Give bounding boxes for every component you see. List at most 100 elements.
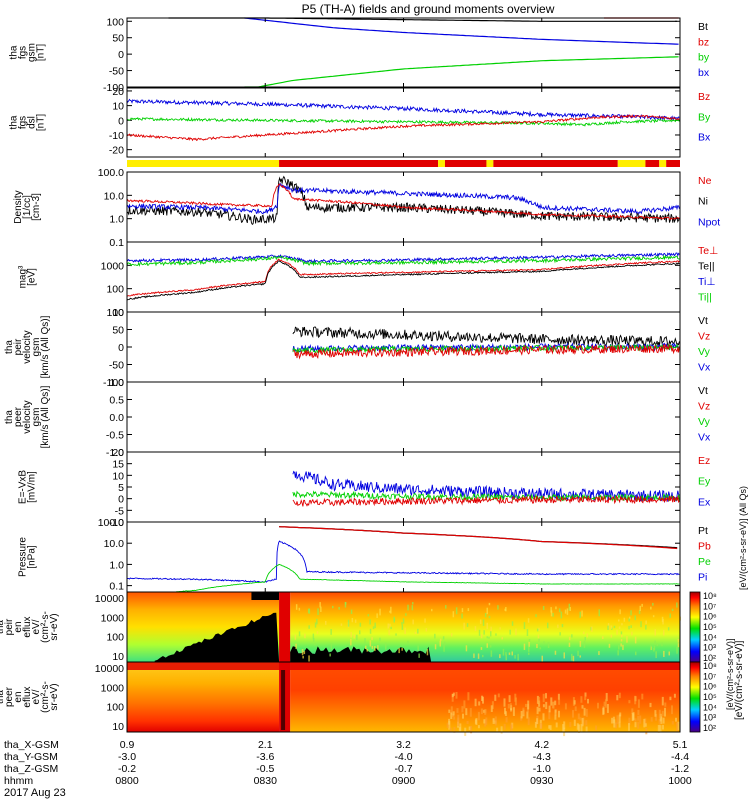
x-tick-label: 0800 (115, 775, 139, 787)
spectrogram-ion-pixel (550, 607, 552, 613)
spectrogram-electron-pixel (631, 713, 634, 721)
spectrogram-electron-pixel (465, 708, 468, 716)
spectrogram-electron-pixel (536, 695, 539, 704)
y-tick-label: 100.0 (98, 167, 124, 179)
spectrogram-electron-pixel (492, 718, 495, 724)
y-tick-label: 1000 (101, 612, 125, 624)
spectrogram-ion-pixel (568, 603, 571, 611)
spectrogram-electron-pixel (664, 707, 666, 717)
y-axis-label-line: sr-eV) (49, 683, 60, 710)
spectrogram-ion-pixel (377, 645, 379, 650)
spectrogram-electron-pixel (562, 724, 565, 733)
spectrogram-electron-pixel (497, 693, 500, 698)
spectrogram-ion-pixel (369, 628, 372, 634)
spectrogram-ion-pixel (631, 631, 633, 636)
spectrogram-ion-pixel (652, 615, 655, 618)
y-axis-label-line: tha (9, 115, 20, 129)
y-tick-label: 10000 (95, 663, 124, 675)
spectrogram-electron-pixel (671, 705, 673, 715)
spectrogram-ion-pixel (317, 608, 319, 616)
spectrogram-ion-pixel (424, 618, 426, 623)
y-tick-label: 50 (112, 33, 124, 45)
spectrogram-ion-pixel (579, 611, 581, 618)
spectrogram-ion-pixel (374, 646, 376, 652)
y-tick-label: 0 (118, 494, 124, 506)
y-axis-label-line: [km/s (All Qs)] (40, 315, 51, 378)
mode-bar-segment (486, 160, 494, 167)
spectrogram-ion-pixel (537, 634, 540, 639)
spectrogram-ion-pixel (332, 605, 334, 609)
spectrogram-electron-pixel (645, 727, 648, 735)
spectrogram-ion-pixel (434, 644, 437, 650)
spectrogram-ion-pixel (630, 625, 632, 628)
spectrogram-ion-bar (279, 592, 291, 662)
spectrogram-ion-pixel (669, 613, 671, 618)
spectrogram-ion-pixel (591, 626, 593, 632)
spectrogram-electron-pixel (505, 717, 508, 723)
y-tick-label: 10 (112, 307, 124, 319)
spectrogram-ion-pixel (465, 645, 468, 652)
spectrogram-ion-pixel (626, 636, 628, 643)
spectrogram-electron-pixel (494, 694, 497, 701)
legend-by: by (698, 52, 710, 64)
y-axis-label-line: en (13, 691, 24, 702)
spectrogram-ion-pixel (628, 625, 630, 630)
series-Bz (126, 114, 680, 142)
x-tick-label: -1.0 (533, 763, 551, 775)
y-tick-label: 100 (106, 16, 124, 28)
spectrogram-electron-pixel (483, 719, 486, 724)
spectrogram-electron-pixel (661, 710, 664, 717)
y-tick-label: 100 (106, 307, 124, 319)
spectrogram-electron-pixel (676, 722, 679, 732)
spectrogram-ion-pixel (374, 622, 376, 629)
spectrogram-ion-pixel (634, 636, 637, 644)
spectrogram-electron-pixel (619, 712, 622, 717)
panel-frame (126, 241, 681, 313)
spectrogram-ion-gap (251, 592, 280, 600)
spectrogram-ion-pixel (536, 643, 538, 649)
spectrogram-electron-pixel (662, 724, 664, 730)
spectrogram-ion-pixel (543, 641, 545, 644)
spectrogram-ion-pixel (571, 634, 573, 638)
spectrogram-ion-pixel (463, 622, 465, 630)
spectrogram-electron-pixel (581, 705, 584, 709)
y-axis-label-line: [nPa] (27, 545, 38, 569)
spectrogram-ion-pixel (541, 655, 543, 663)
spectrogram-electron-pixel (474, 698, 477, 707)
mode-bar-segment (617, 160, 646, 167)
spectrogram-ion-pixel (663, 630, 665, 636)
colorbar-label: [eV/(cm²-s-sr-eV)] (734, 640, 745, 720)
x-tick-label: -1.2 (671, 763, 689, 775)
spectrogram-ion-pixel (569, 607, 571, 612)
x-tick-label: 0.9 (120, 739, 135, 751)
spectrogram-electron-pixel (618, 721, 621, 728)
spectrogram-ion-pixel (316, 631, 319, 634)
spectrogram-electron-pixel (637, 721, 640, 729)
spectrogram-ion-pixel (577, 650, 579, 657)
spectrogram-ion-pixel (461, 613, 463, 619)
spectrogram-ion-pixel (557, 624, 559, 628)
spectrogram-electron-pixel (512, 707, 515, 716)
spectrogram-ion-pixel (502, 648, 505, 656)
y-axis-label-line: eV/ (31, 619, 42, 634)
spectrogram-ion-pixel (583, 640, 586, 648)
spectrogram-ion-pixel (395, 633, 397, 636)
y-tick-label: -5 (115, 505, 124, 517)
spectrogram-ion-pixel (401, 622, 403, 625)
spectrogram-ion-pixel (602, 636, 604, 639)
spectrogram-ion-pixel (294, 634, 297, 640)
spectrogram-electron-pixel (597, 702, 599, 709)
spectrogram-electron-pixel (659, 725, 662, 732)
spectrogram-ion-pixel (499, 654, 501, 659)
spectrogram-ion-pixel (353, 634, 355, 639)
y-tick-label: 1000 (101, 260, 125, 272)
spectrogram-ion-pixel (313, 638, 315, 642)
legend-Ti⊥: Ti⊥ (698, 276, 716, 288)
spectrogram-ion-pixel (455, 607, 458, 615)
spectrogram-electron-pixel (446, 722, 449, 729)
spectrogram-electron-pixel (639, 715, 642, 724)
spectrogram-electron-pixel (452, 692, 455, 696)
spectrogram-ion-pixel (480, 647, 483, 650)
spectrogram-ion-pixel (563, 652, 565, 659)
